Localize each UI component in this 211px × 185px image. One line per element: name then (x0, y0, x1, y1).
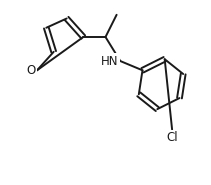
Text: HN: HN (101, 55, 118, 68)
Text: Cl: Cl (166, 131, 178, 144)
Text: O: O (26, 64, 35, 77)
